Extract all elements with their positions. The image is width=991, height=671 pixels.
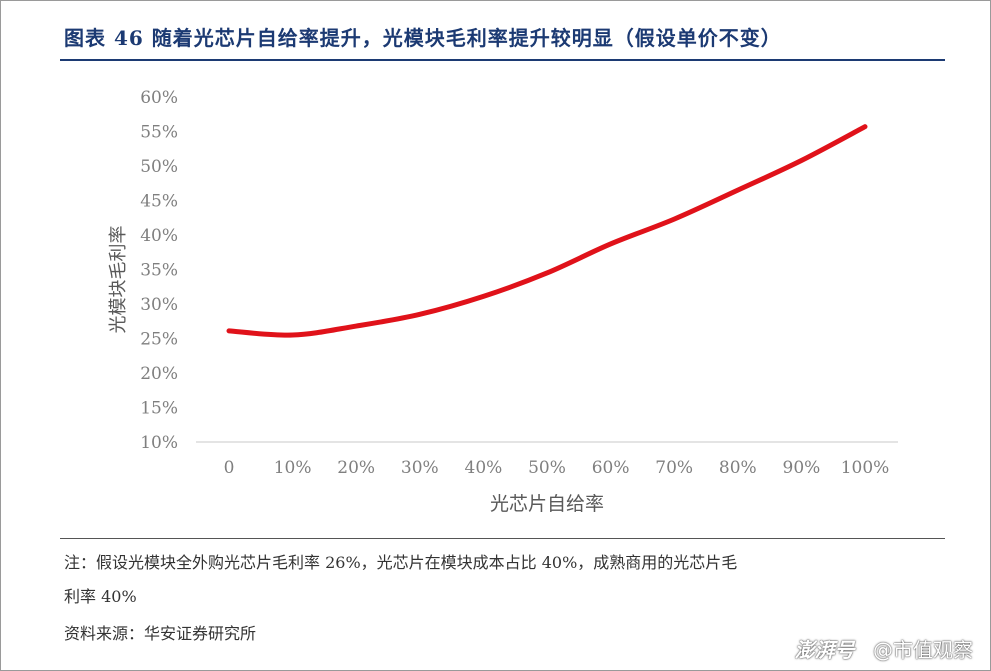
line-chart: 10% 15% 20% 25% 30% 35% 40% 45% 50% 55% 60% 0 10% 20…: [108, 88, 898, 515]
y-tick-label: 55%: [140, 123, 178, 143]
y-tick-label: 50%: [140, 157, 178, 177]
x-tick-label: 60%: [592, 458, 630, 478]
figure-title: 图表 46 随着光芯片自给率提升，光模块毛利率提升较明显（假设单价不变）: [64, 26, 782, 50]
y-tick-label: 15%: [140, 399, 178, 419]
x-tick-label: 40%: [465, 458, 503, 478]
watermark-text: @市值观察: [873, 638, 973, 662]
watermark: 澎湃号 @市值观察: [795, 634, 973, 663]
x-axis-ticks: 0 10% 20% 30% 40% 50% 60% 70% 80% 90% 100%: [224, 458, 890, 478]
y-tick-label: 40%: [140, 226, 178, 246]
x-tick-label: 70%: [655, 458, 693, 478]
source-text: 资料来源：华安证券研究所: [64, 624, 257, 643]
y-axis-ticks: 10% 15% 20% 25% 30% 35% 40% 45% 50% 55% 60%: [140, 88, 178, 453]
x-tick-label: 10%: [274, 458, 312, 478]
x-tick-label: 0: [224, 458, 235, 478]
x-tick-label: 90%: [783, 458, 821, 478]
y-tick-label: 20%: [140, 364, 178, 384]
x-tick-label: 80%: [719, 458, 757, 478]
y-tick-label: 25%: [140, 330, 178, 350]
x-tick-label: 30%: [401, 458, 439, 478]
y-axis-label: 光模块毛利率: [108, 226, 129, 334]
y-tick-label: 35%: [140, 261, 178, 281]
series-line-gross-margin: [226, 124, 868, 338]
bottom-rule: [60, 538, 945, 539]
x-axis-label: 光芯片自给率: [490, 493, 604, 515]
y-tick-label: 30%: [140, 295, 178, 315]
y-tick-label: 60%: [140, 88, 178, 108]
title-rule: [60, 59, 945, 61]
watermark-logo: 澎湃号: [794, 638, 855, 662]
note-line-1: 注：假设光模块全外购光芯片毛利率 26%，光芯片在模块成本占比 40%，成熟商用…: [64, 553, 738, 572]
note-line-2: 利率 40%: [64, 587, 137, 606]
y-tick-label: 45%: [140, 192, 178, 212]
x-tick-label: 100%: [841, 458, 890, 478]
x-tick-label: 20%: [337, 458, 375, 478]
y-tick-label: 10%: [140, 433, 178, 453]
x-tick-label: 50%: [528, 458, 566, 478]
note: 注：假设光模块全外购光芯片毛利率 26%，光芯片在模块成本占比 40%，成熟商用…: [64, 546, 944, 614]
